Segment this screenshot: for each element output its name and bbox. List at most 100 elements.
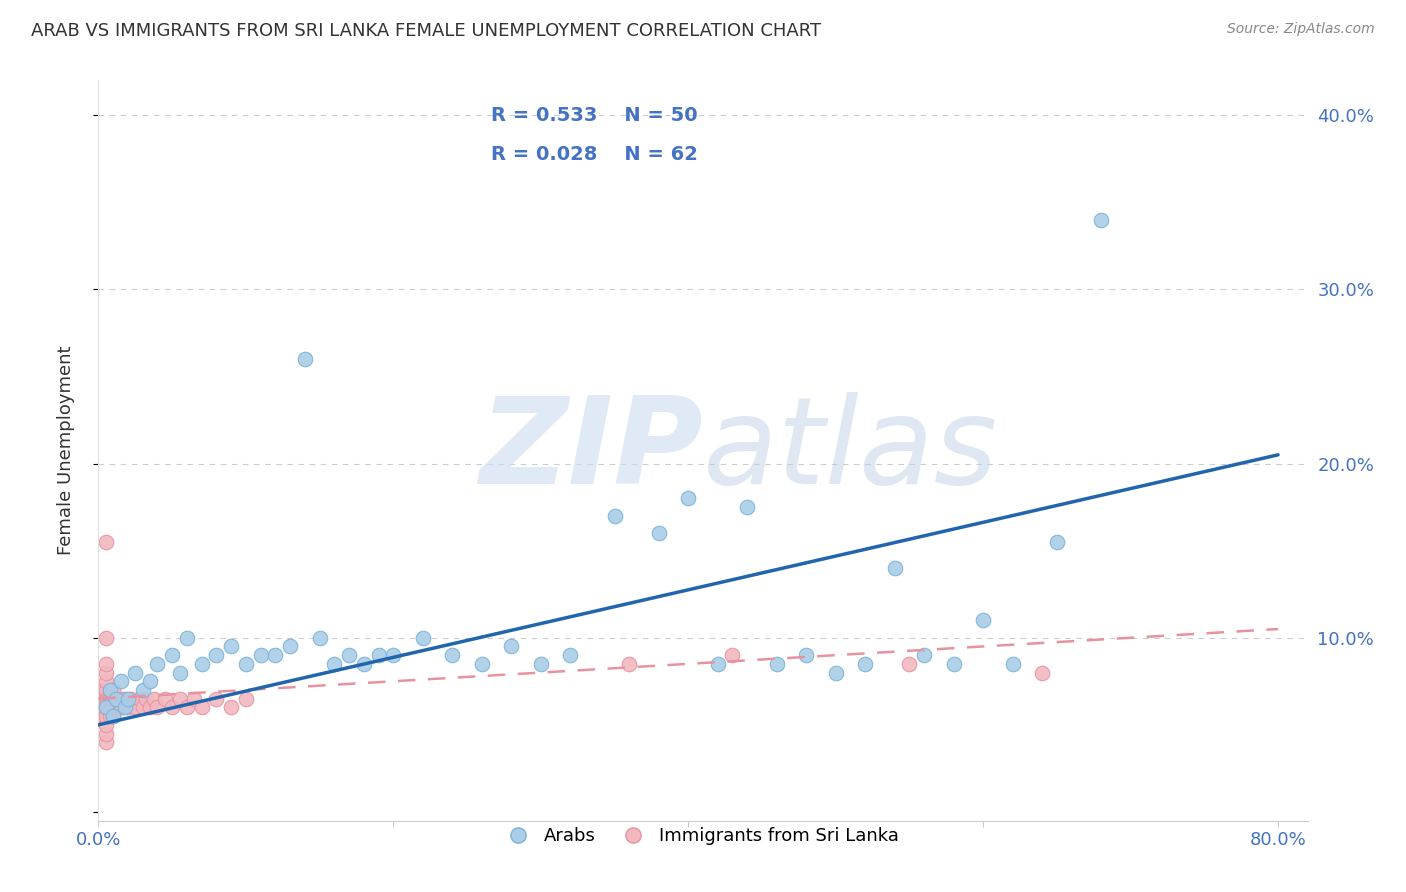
Point	[353, 657, 375, 671]
Point	[117, 700, 139, 714]
Point	[90, 691, 112, 706]
Point	[308, 631, 330, 645]
Point	[143, 691, 166, 706]
Point	[97, 691, 120, 706]
Point	[98, 709, 121, 723]
Point	[101, 709, 124, 723]
Point	[235, 691, 257, 706]
Point	[912, 648, 935, 662]
Point	[120, 691, 142, 706]
Point	[94, 691, 117, 706]
Point	[139, 700, 162, 714]
Point	[135, 691, 157, 706]
Text: ZIP: ZIP	[479, 392, 703, 509]
Point	[94, 735, 117, 749]
Point	[382, 648, 405, 662]
Point	[105, 691, 128, 706]
Point	[249, 648, 271, 662]
Point	[94, 718, 117, 732]
Point	[160, 648, 183, 662]
Point	[160, 700, 183, 714]
Point	[765, 657, 787, 671]
Point	[853, 657, 876, 671]
Point	[94, 700, 117, 714]
Point	[100, 691, 122, 706]
Y-axis label: Female Unemployment: Female Unemployment	[56, 346, 75, 555]
Point	[883, 561, 905, 575]
Text: R = 0.028    N = 62: R = 0.028 N = 62	[492, 145, 699, 164]
Point	[471, 657, 494, 671]
Point	[94, 674, 117, 689]
Point	[219, 640, 242, 654]
Point	[101, 700, 124, 714]
Point	[1031, 665, 1053, 680]
Point	[706, 657, 728, 671]
Point	[93, 700, 115, 714]
Point	[110, 674, 132, 689]
Point	[91, 709, 114, 723]
Point	[648, 526, 671, 541]
Point	[105, 691, 128, 706]
Point	[294, 351, 316, 366]
Point	[91, 691, 114, 706]
Point	[323, 657, 346, 671]
Point	[111, 700, 134, 714]
Point	[93, 709, 115, 723]
Point	[96, 700, 118, 714]
Point	[367, 648, 389, 662]
Point	[146, 657, 169, 671]
Point	[235, 657, 257, 671]
Point	[97, 700, 120, 714]
Point	[91, 683, 114, 698]
Point	[190, 700, 212, 714]
Point	[176, 700, 198, 714]
Point	[560, 648, 582, 662]
Point	[264, 648, 287, 662]
Point	[128, 691, 150, 706]
Point	[100, 700, 122, 714]
Point	[898, 657, 921, 671]
Point	[94, 665, 117, 680]
Point	[721, 648, 744, 662]
Point	[205, 648, 228, 662]
Point	[124, 665, 146, 680]
Point	[94, 726, 117, 740]
Point	[101, 683, 124, 698]
Point	[114, 691, 136, 706]
Point	[337, 648, 360, 662]
Point	[124, 700, 146, 714]
Text: atlas: atlas	[703, 392, 998, 509]
Point	[146, 700, 169, 714]
Point	[90, 700, 112, 714]
Point	[1001, 657, 1024, 671]
Point	[603, 508, 626, 523]
Point	[110, 691, 132, 706]
Point	[183, 691, 205, 706]
Point	[678, 491, 700, 506]
Point	[176, 631, 198, 645]
Point	[105, 700, 128, 714]
Point	[972, 613, 994, 627]
Point	[94, 700, 117, 714]
Point	[735, 500, 758, 514]
Point	[94, 709, 117, 723]
Legend: Arabs, Immigrants from Sri Lanka: Arabs, Immigrants from Sri Lanka	[501, 820, 905, 853]
Point	[90, 683, 112, 698]
Point	[114, 700, 136, 714]
Point	[94, 535, 117, 549]
Point	[101, 691, 124, 706]
Point	[131, 700, 153, 714]
Text: Source: ZipAtlas.com: Source: ZipAtlas.com	[1227, 22, 1375, 37]
Point	[619, 657, 641, 671]
Point	[101, 709, 124, 723]
Point	[98, 691, 121, 706]
Point	[1090, 212, 1112, 227]
Point	[412, 631, 434, 645]
Point	[501, 640, 523, 654]
Point	[441, 648, 464, 662]
Point	[169, 691, 191, 706]
Point	[108, 700, 131, 714]
Point	[98, 683, 121, 698]
Point	[794, 648, 817, 662]
Point	[94, 631, 117, 645]
